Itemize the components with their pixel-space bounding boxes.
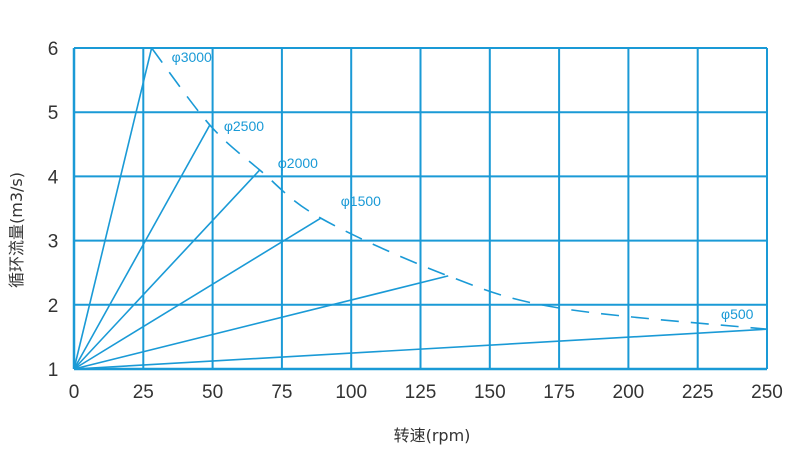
x-tick-label: 225	[682, 382, 714, 403]
y-tick-label: 5	[48, 103, 59, 124]
series-label: φ2500	[224, 118, 264, 134]
series-label: φ3000	[172, 49, 212, 65]
series-label: φ500	[721, 306, 754, 322]
envelope-curve	[150, 47, 768, 330]
series-line	[73, 124, 211, 370]
series-line	[73, 169, 261, 370]
series-line	[73, 275, 449, 370]
x-tick-label: 200	[613, 382, 645, 403]
y-axis-label: 循环流量(m3/s)	[7, 172, 26, 288]
x-tick-label: 175	[543, 382, 575, 403]
y-tick-label: 4	[48, 167, 59, 188]
x-tick-label: 150	[474, 382, 506, 403]
x-tick-label: 125	[405, 382, 437, 403]
y-tick-label: 6	[48, 39, 59, 60]
series-lines	[73, 47, 768, 370]
x-tick-label: 75	[271, 382, 292, 403]
y-axis-ticks: 1 2 3 4 5 6	[48, 39, 59, 381]
y-tick-label: 3	[48, 232, 59, 253]
x-tick-label: 0	[69, 382, 80, 403]
series-labels: φ3000 φ2500 φ2000 φ1500 φ500	[172, 49, 754, 322]
series-label: φ2000	[278, 155, 318, 171]
y-tick-label: 1	[48, 360, 59, 381]
series-line	[73, 47, 153, 370]
x-tick-label: 100	[335, 382, 367, 403]
y-tick-label: 2	[48, 296, 59, 317]
x-tick-label: 50	[202, 382, 223, 403]
grid	[72, 47, 768, 371]
series-line	[73, 328, 768, 370]
x-tick-label: 250	[751, 382, 783, 403]
series-line	[73, 217, 322, 370]
envelope-dashed-line	[150, 47, 768, 330]
x-tick-label: 25	[133, 382, 154, 403]
x-axis-ticks: 0 25 50 75 100 125 150 175 200 225 250	[69, 382, 783, 403]
x-axis-label: 转速(rpm)	[394, 426, 471, 445]
series-label: φ1500	[341, 193, 381, 209]
